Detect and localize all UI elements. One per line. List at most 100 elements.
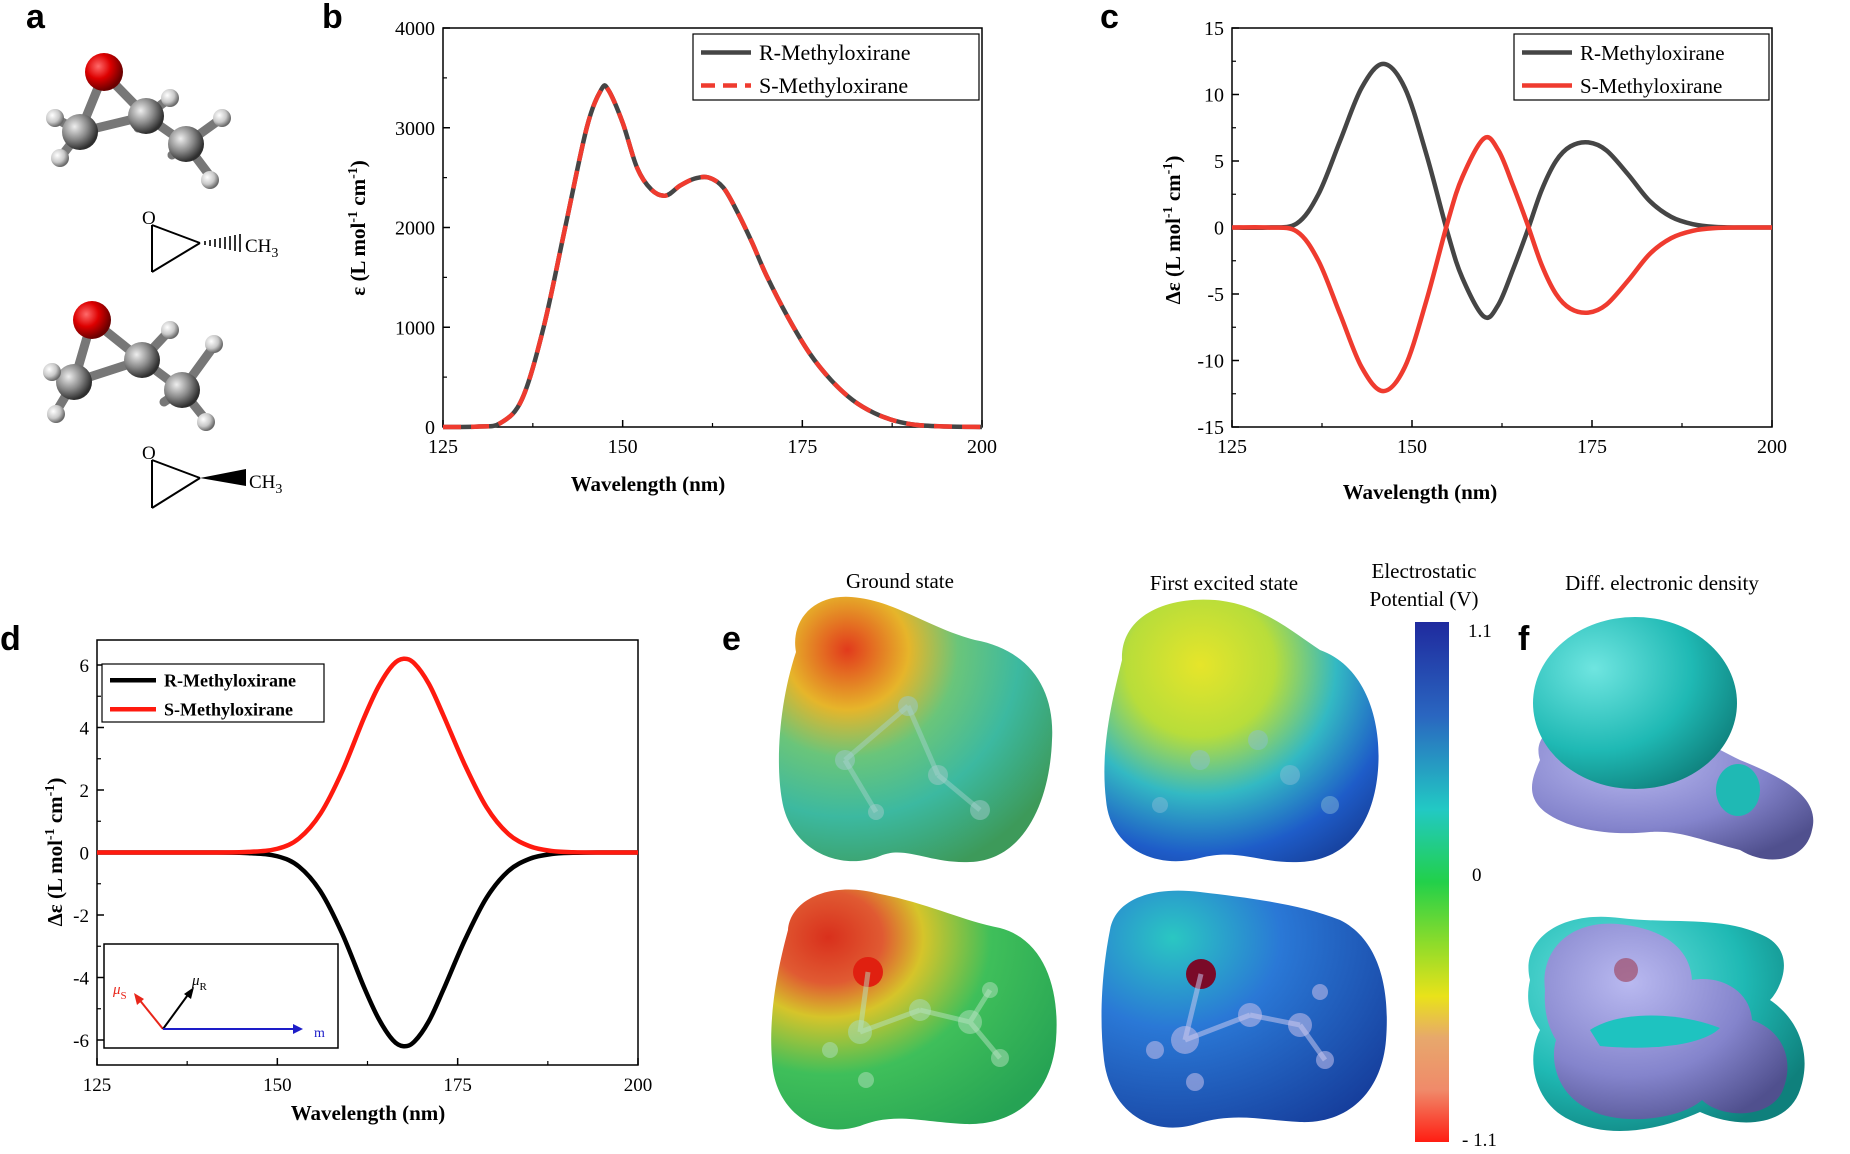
ball-stick-molecule-r xyxy=(46,53,231,189)
hydrogen-atom xyxy=(46,109,64,127)
x-tick-label: 150 xyxy=(608,436,638,458)
y-tick-label: 0 xyxy=(1214,218,1224,240)
colorbar-tick: 0 xyxy=(1472,865,1482,886)
legend-frame xyxy=(692,33,980,101)
carbon-atom xyxy=(164,372,200,408)
oxygen-atom xyxy=(85,53,123,91)
legend-label: S-Methyloxirane xyxy=(164,700,293,720)
series-line-s xyxy=(442,83,983,430)
panel-label-c: c xyxy=(1100,0,1119,36)
chart-c: 125 150 175 200 -15 -10 -5 0 5 10 15 R-Methyloxiran… xyxy=(1197,18,1787,458)
x-tick-label: 175 xyxy=(443,1075,472,1096)
legend-frame xyxy=(101,663,325,723)
x-tick-label: 200 xyxy=(624,1075,653,1096)
hydrogen-atom xyxy=(51,149,69,167)
hydrogen-atom xyxy=(205,335,223,353)
panel-d: d 125 150 175 200 -6 -4 -2 0 2 4 6 R-Methyloxirane S… xyxy=(0,620,652,1125)
panel-label-f: f xyxy=(1518,620,1530,658)
y-tick-label: 1000 xyxy=(395,317,435,339)
y-axis-label: Δε (L mol-1 cm-1) xyxy=(1161,156,1185,305)
legend-frame xyxy=(1513,33,1770,101)
oxygen-label: O xyxy=(142,443,156,464)
y-axis-label: Δε (L mol-1 cm-1) xyxy=(43,778,67,927)
m-label: m xyxy=(314,1026,325,1041)
ball-stick-molecule-s xyxy=(43,301,223,431)
y-tick-label: 4000 xyxy=(395,18,435,40)
oxygen-atom xyxy=(73,301,111,339)
y-tick-label: -4 xyxy=(73,969,89,990)
hydrogen-atom xyxy=(213,109,231,127)
panel-label-b: b xyxy=(322,0,343,36)
legend: R-Methyloxirane S-Methyloxirane xyxy=(1513,33,1770,101)
colorbar-title: Potential (V) xyxy=(1369,587,1478,611)
carbon-atom xyxy=(124,342,160,378)
colorbar-tick: - 1.1 xyxy=(1462,1130,1497,1149)
panel-label-d: d xyxy=(0,620,21,658)
y-axis-label: ε (L mol-1 cm-1) xyxy=(346,160,370,296)
x-tick-label: 125 xyxy=(83,1075,112,1096)
x-tick-label: 200 xyxy=(1757,436,1787,458)
panel-f: f Diff. electronic density xyxy=(1518,571,1814,1132)
hydrogen-atom xyxy=(197,413,215,431)
series-line-r xyxy=(442,83,983,430)
colorbar-tick: 1.1 xyxy=(1468,621,1492,642)
dipole-vector-inset: μS μR m xyxy=(103,943,339,1049)
y-tick-label: 15 xyxy=(1204,18,1224,40)
series-line-r xyxy=(1231,61,1773,320)
y-tick-label: -10 xyxy=(1197,351,1224,373)
density-surface-top xyxy=(1531,617,1814,860)
x-axis-label: Wavelength (nm) xyxy=(571,472,726,496)
panel-c: c 125 150 175 200 -15 -10 -5 0 5 10 15 R-Methyloxir… xyxy=(1100,0,1787,504)
hydrogen-atom xyxy=(161,89,179,107)
density-lobe-cyan xyxy=(1533,617,1737,789)
mu-s-vector xyxy=(137,997,164,1030)
diff-density-title: Diff. electronic density xyxy=(1565,571,1759,595)
x-tick-label: 150 xyxy=(263,1075,292,1096)
y-tick-label: 2000 xyxy=(395,218,435,240)
x-axis-label: Wavelength (nm) xyxy=(1343,480,1498,504)
esp-surface-ground-top xyxy=(778,596,1053,863)
legend-label: R-Methyloxirane xyxy=(164,671,296,691)
inset-frame xyxy=(103,943,339,1049)
hydrogen-atom xyxy=(161,321,179,339)
mu-r-vector xyxy=(162,991,191,1030)
y-tick-label: -2 xyxy=(73,906,89,927)
y-tick-label: 10 xyxy=(1204,85,1224,107)
x-tick-label: 175 xyxy=(787,436,817,458)
y-tick-label: 2 xyxy=(80,781,90,802)
panel-e: e Ground state First excited state xyxy=(722,559,1497,1151)
panel-b: b 125 150 175 20001000200030004000R-Methylo… xyxy=(322,0,997,496)
colorbar-gradient xyxy=(1415,622,1449,1142)
methyl-label: CH3 xyxy=(245,236,278,261)
oxygen-label: O xyxy=(142,208,156,229)
mu-r-label: μR xyxy=(191,973,208,993)
skeletal-formula-r xyxy=(151,224,241,273)
carbon-atom xyxy=(62,114,98,150)
y-tick-label: 0 xyxy=(80,844,90,865)
colorbar: Electrostatic Potential (V) 1.1 0 - 1.1 xyxy=(1369,559,1497,1151)
x-axis-label: Wavelength (nm) xyxy=(291,1101,446,1125)
carbon-atom xyxy=(168,126,204,162)
methyl-label: CH3 xyxy=(249,472,282,497)
carbon-atom xyxy=(56,364,92,400)
carbon-atom xyxy=(128,98,164,134)
legend-label: S-Methyloxirane xyxy=(759,73,908,98)
colorbar-title: Electrostatic xyxy=(1372,559,1477,583)
legend-label: S-Methyloxirane xyxy=(1580,74,1722,98)
x-tick-label: 125 xyxy=(428,436,458,458)
x-tick-label: 125 xyxy=(1217,436,1247,458)
y-tick-label: -5 xyxy=(1207,284,1224,306)
hydrogen-atom xyxy=(201,171,219,189)
chart-b: 125 150 175 20001000200030004000R-Methyloxi… xyxy=(395,18,997,458)
x-tick-label: 175 xyxy=(1577,436,1607,458)
y-tick-label: -6 xyxy=(73,1031,89,1052)
y-tick-label: 5 xyxy=(1214,151,1224,173)
ground-state-title: Ground state xyxy=(846,569,954,593)
density-surface-bottom xyxy=(1528,916,1805,1132)
esp-surface-excited-top xyxy=(1104,599,1379,863)
chart-d: 125 150 175 200 -6 -4 -2 0 2 4 6 R-Methyloxirane S-M… xyxy=(73,639,653,1096)
excited-state-title: First excited state xyxy=(1150,571,1298,595)
esp-surface-excited-bottom xyxy=(1101,890,1387,1128)
y-tick-label: -15 xyxy=(1197,417,1224,439)
